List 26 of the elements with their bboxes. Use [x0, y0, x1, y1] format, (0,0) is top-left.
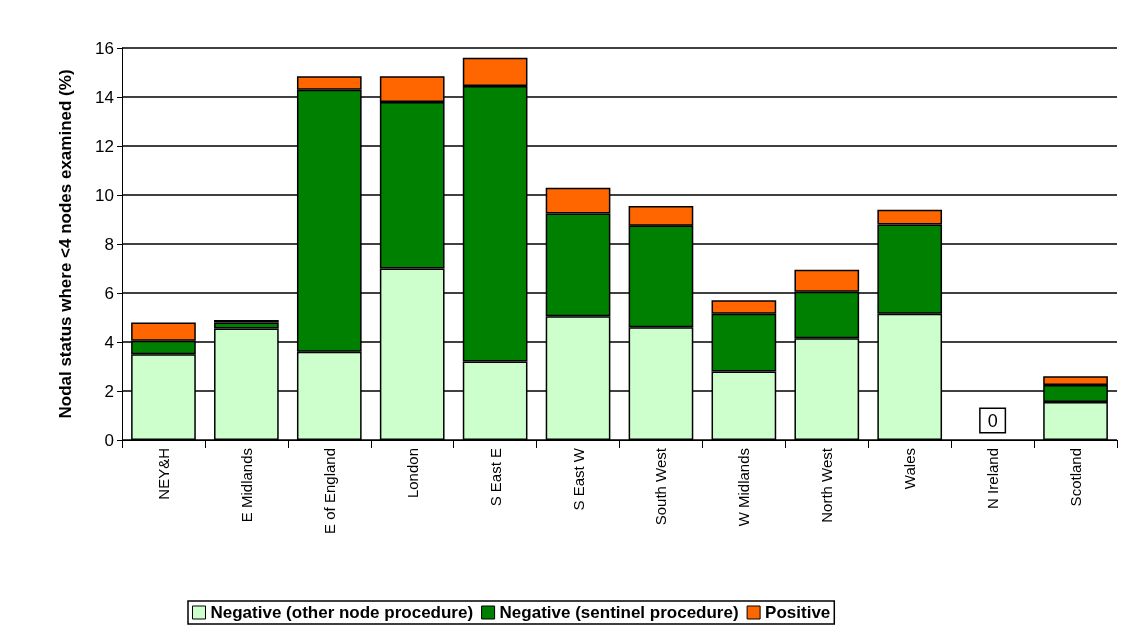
x-tick-label: South West [652, 447, 670, 526]
x-tick-label: E of England [320, 448, 338, 534]
x-tick-label: North West [818, 447, 836, 523]
y-tick-label: 2 [104, 381, 114, 401]
x-tick-label: London [403, 448, 421, 499]
legend-label: Positive [765, 603, 831, 622]
y-axis-title: Nodal status where <4 nodes examined (%) [56, 69, 75, 419]
x-tick-label: Scotland [1067, 448, 1085, 507]
x-tick-label: S East E [486, 448, 504, 507]
y-tick-label: 4 [104, 332, 114, 352]
annotation: 0 [987, 411, 998, 431]
legend-label: Negative (sentinel procedure) [499, 603, 739, 622]
x-tick-label: E Midlands [237, 448, 255, 523]
y-tick-label: 6 [104, 283, 114, 303]
y-tick-label: 10 [95, 185, 114, 205]
y-tick-label: 12 [95, 136, 114, 156]
x-tick-label: S East W [569, 447, 587, 511]
y-tick-label: 0 [104, 430, 114, 450]
y-tick-label: 16 [95, 38, 114, 58]
x-tick-label: NEY&H [154, 448, 172, 500]
legend-label: Negative (other node procedure) [210, 603, 474, 622]
x-tick-label: N Ireland [984, 448, 1002, 509]
y-tick-label: 8 [104, 234, 114, 254]
x-tick-label: Wales [901, 448, 919, 490]
x-tick-label: W Midlands [735, 448, 753, 527]
y-tick-label: 14 [95, 87, 114, 107]
